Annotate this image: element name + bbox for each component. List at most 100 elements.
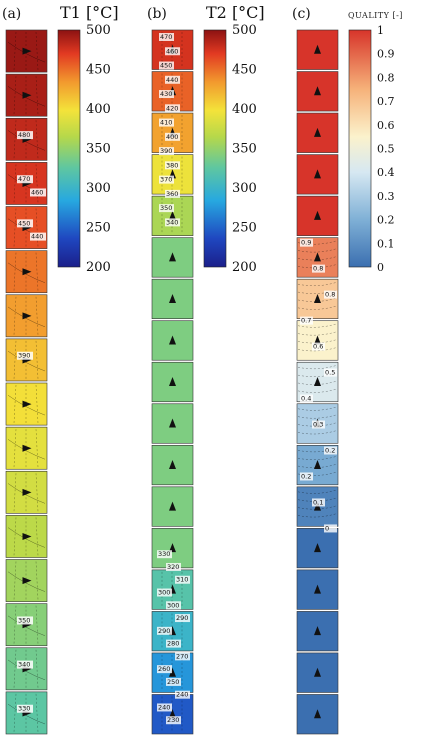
colorbar-tick-label: 350 bbox=[232, 142, 257, 157]
quality-cell bbox=[296, 486, 339, 527]
contour-label-bg bbox=[17, 351, 33, 360]
quality-cell bbox=[296, 195, 339, 236]
contour-label: 370 bbox=[160, 176, 172, 184]
contour-label-bg bbox=[324, 290, 337, 299]
colorbar-tick-label: 350 bbox=[86, 142, 111, 157]
quality-cell bbox=[296, 71, 339, 112]
contour-label: 0.5 bbox=[325, 369, 335, 377]
temperature-cell bbox=[151, 154, 194, 195]
panel-b-letter: (b) bbox=[147, 6, 167, 22]
colorbar-c-ticks: 1 0.9 0.8 0.7 0.6 0.5 0.4 0.3 0.2 0.1 0 bbox=[377, 24, 395, 274]
contour-label-bg bbox=[157, 703, 172, 712]
contour-label: 0.2 bbox=[301, 472, 311, 480]
contour-label: 310 bbox=[176, 576, 188, 584]
colorbar-tick-label: 0.2 bbox=[377, 214, 395, 227]
contour-label-bg bbox=[165, 75, 180, 84]
contour-label-bg bbox=[17, 131, 33, 140]
temperature-cell bbox=[5, 382, 48, 426]
contour-label-bg bbox=[157, 665, 172, 674]
temperature-cell bbox=[151, 278, 194, 320]
contour-label: 320 bbox=[167, 563, 179, 571]
contour-label-bg bbox=[159, 61, 174, 70]
contour-label: 0.6 bbox=[313, 343, 323, 351]
colorbar-b-title: T2 [°C] bbox=[206, 3, 265, 22]
contour-label-bg bbox=[17, 175, 33, 184]
temperature-cell bbox=[151, 195, 194, 236]
panel-a-letter: (a) bbox=[2, 6, 21, 22]
colorbar-tick-label: 0.6 bbox=[377, 119, 395, 132]
contour-label: 300 bbox=[167, 601, 179, 609]
contour-label-bg bbox=[157, 550, 172, 559]
contour-label: 420 bbox=[166, 104, 178, 112]
panel-b-heat-exchanger-column: 470 460 450 440 430 420 410 400 390 380 370 360 350 3… bbox=[151, 29, 194, 735]
contour-label: 360 bbox=[166, 190, 178, 198]
temperature-cell bbox=[151, 403, 194, 444]
contour-label-bg bbox=[165, 218, 180, 227]
contour-label: 390 bbox=[18, 352, 30, 360]
contour-label-bg bbox=[165, 189, 180, 198]
contour-label-bg bbox=[175, 652, 190, 661]
colorbar-tick-label: 0.3 bbox=[377, 190, 395, 203]
contour-label: 460 bbox=[31, 188, 43, 196]
contour-label: 270 bbox=[176, 652, 188, 660]
contour-label: 440 bbox=[31, 233, 43, 241]
contour-label-bg bbox=[159, 33, 174, 41]
colorbar-tick-label: 200 bbox=[86, 260, 111, 275]
quality-cell bbox=[296, 278, 339, 320]
quality-cell bbox=[296, 29, 339, 70]
contour-label: 470 bbox=[18, 175, 30, 183]
temperature-cell bbox=[151, 361, 194, 403]
colorbar-tick-label: 450 bbox=[86, 63, 111, 78]
contour-label-bg bbox=[166, 716, 181, 725]
contour-label: 460 bbox=[166, 47, 178, 55]
contour-label-bg bbox=[165, 132, 180, 141]
temperature-cell bbox=[5, 250, 48, 294]
contour-label: 340 bbox=[18, 661, 30, 669]
contour-label-bg bbox=[300, 238, 313, 247]
temperature-cell bbox=[5, 647, 48, 691]
contour-label: 390 bbox=[160, 147, 172, 155]
colorbar-tick-label: 450 bbox=[232, 63, 257, 78]
quality-cell bbox=[296, 320, 339, 361]
contour-label: 330 bbox=[18, 705, 30, 713]
contour-label-bg bbox=[300, 316, 313, 325]
contour-label-bg bbox=[157, 626, 172, 635]
colorbar-a bbox=[57, 29, 81, 268]
contour-label: 0 bbox=[325, 524, 329, 532]
contour-label-bg bbox=[175, 575, 190, 584]
contour-label-bg bbox=[324, 524, 337, 533]
contour-label: 340 bbox=[166, 218, 178, 226]
contour-label: 280 bbox=[167, 640, 179, 648]
contour-label: 0.3 bbox=[313, 421, 323, 429]
colorbar-tick-label: 0.4 bbox=[377, 166, 395, 179]
contour-label: 0.8 bbox=[325, 291, 335, 299]
contour-label-bg bbox=[159, 204, 174, 213]
contour-label: 240 bbox=[176, 691, 188, 699]
colorbar-tick-label: 200 bbox=[232, 260, 257, 275]
colorbar-tick-label: 0.9 bbox=[377, 48, 395, 61]
quality-cell bbox=[296, 694, 339, 735]
panel-c-heat-exchanger-column: 0.9 0.8 0.8 0.7 0.6 0.5 0.4 0.3 0.2 0.2 0.1 0 bbox=[296, 29, 339, 735]
colorbar-c bbox=[348, 29, 372, 268]
contour-label-bg bbox=[312, 342, 325, 351]
contour-label: 440 bbox=[166, 76, 178, 84]
quality-cell bbox=[296, 611, 339, 652]
contour-label-bg bbox=[166, 601, 181, 610]
temperature-cell bbox=[151, 320, 194, 361]
temperature-cell bbox=[5, 73, 48, 117]
colorbar-tick-label: 0 bbox=[377, 261, 384, 274]
temperature-cell bbox=[5, 691, 48, 735]
contour-label: 230 bbox=[167, 716, 179, 724]
contour-label-bg bbox=[165, 161, 180, 170]
contour-label: 260 bbox=[158, 665, 170, 673]
contour-label-bg bbox=[165, 47, 180, 56]
contour-label-bg bbox=[17, 616, 33, 625]
contour-label: 450 bbox=[18, 219, 30, 227]
colorbar-b bbox=[203, 29, 227, 268]
contour-label-bg bbox=[17, 660, 33, 669]
colorbar-tick-label: 300 bbox=[86, 181, 111, 196]
contour-label: 330 bbox=[158, 550, 170, 558]
contour-label-bg bbox=[30, 188, 46, 197]
contour-label-bg bbox=[300, 394, 313, 403]
